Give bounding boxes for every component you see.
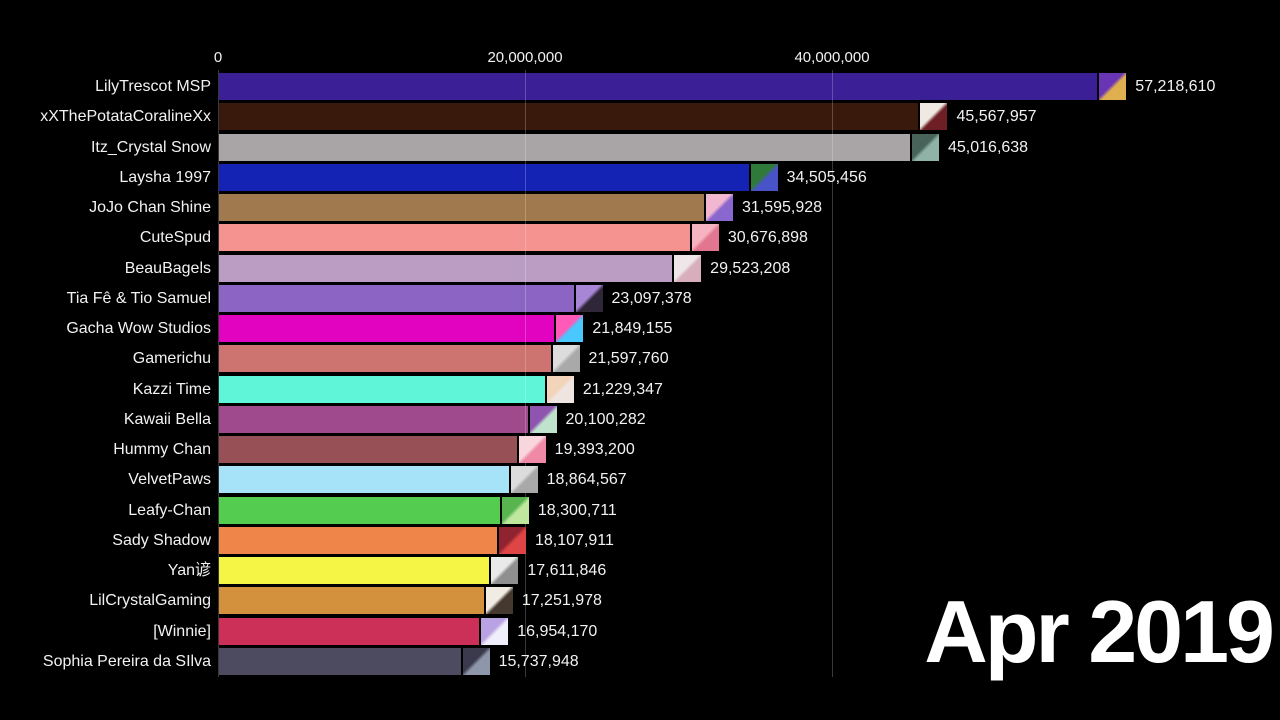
value-label: 16,954,170 [517,622,598,640]
bar [219,224,690,252]
date-label: Apr 2019 [924,582,1275,681]
channel-label: Sady Shadow [112,531,211,549]
value-label: 20,100,282 [565,410,646,428]
channel-avatar [529,405,557,433]
channel-avatar [510,466,538,494]
channel-avatar [556,315,584,342]
x-axis-tick-label: 0 [213,49,223,66]
channel-avatar [691,224,719,252]
bar [219,647,461,675]
bar [219,587,484,615]
channel-avatar [1099,73,1127,100]
value-label: 18,864,567 [546,471,627,489]
bar [219,133,910,161]
bar [219,254,673,282]
channel-avatar [501,496,529,524]
gridline [525,70,526,677]
value-label: 30,676,898 [727,229,808,247]
gridline [218,70,219,677]
channel-avatar [481,617,509,645]
bar [219,315,555,342]
channel-label: Leafy-Chan [128,501,211,519]
bar [219,345,551,373]
value-label: 45,016,638 [948,138,1029,156]
channel-label: Gacha Wow Studios [66,320,211,337]
bar [219,103,919,131]
channel-avatar [920,103,948,131]
channel-avatar [912,133,939,161]
bar [219,375,545,403]
bar [219,194,704,221]
bar [219,163,749,191]
channel-label: Kawaii Bella [123,410,211,428]
channel-label: VelvetPaws [128,471,211,489]
channel-avatar [552,345,580,373]
value-label: 31,595,928 [741,199,823,216]
channel-avatar [575,284,603,312]
channel-avatar [705,194,733,221]
channel-label: Hummy Chan [113,441,211,458]
channel-label: Tia Fê & Tio Samuel [66,289,211,307]
channel-avatar [750,163,778,191]
bar [219,405,528,433]
channel-label: LilCrystalGaming [89,592,211,610]
channel-avatar [491,557,519,584]
value-label: 18,107,911 [534,531,614,549]
value-label: 17,251,978 [521,592,602,610]
value-label: 21,597,760 [588,350,669,368]
channel-label: BeauBagels [124,259,211,277]
channel-label: Gamerichu [132,350,211,368]
channel-label: CuteSpud [139,229,211,247]
value-label: 29,523,208 [710,259,791,277]
channel-avatar [518,436,546,463]
value-label: 15,737,948 [498,652,579,670]
channel-label: Yan谚 [167,562,211,579]
channel-label: Laysha 1997 [119,168,211,186]
channel-label: [Winnie] [153,622,211,640]
value-label: 21,849,155 [592,320,673,337]
value-label: 17,611,846 [527,562,607,579]
bar [219,466,509,494]
channel-label: Sophia Pereira da SIlva [42,652,211,670]
channel-avatar [498,526,526,554]
channel-avatar [485,587,513,615]
channel-label: xXThePotataCoralineXx [40,108,211,126]
x-axis-tick-label: 20,000,000 [487,49,563,66]
bar [219,284,574,312]
bar [219,557,490,584]
bar [219,73,1098,100]
channel-label: Kazzi Time [132,380,211,398]
gridline [832,70,833,677]
value-label: 34,505,456 [786,168,867,186]
channel-label: LilyTrescot MSP [95,78,211,95]
bar [219,496,500,524]
bar [219,526,497,554]
channel-avatar [546,375,574,403]
x-axis-tick-label: 40,000,000 [794,49,870,66]
channel-label: JoJo Chan Shine [89,199,211,216]
value-label: 57,218,610 [1135,78,1216,95]
value-label: 23,097,378 [611,289,692,307]
bar [219,617,480,645]
value-label: 21,229,347 [582,380,663,398]
value-label: 45,567,957 [956,108,1037,126]
bar [219,436,517,463]
channel-avatar [674,254,702,282]
value-label: 19,393,200 [554,441,635,458]
channel-avatar [462,647,490,675]
value-label: 18,300,711 [537,501,617,519]
channel-label: Itz_Crystal Snow [90,138,211,156]
